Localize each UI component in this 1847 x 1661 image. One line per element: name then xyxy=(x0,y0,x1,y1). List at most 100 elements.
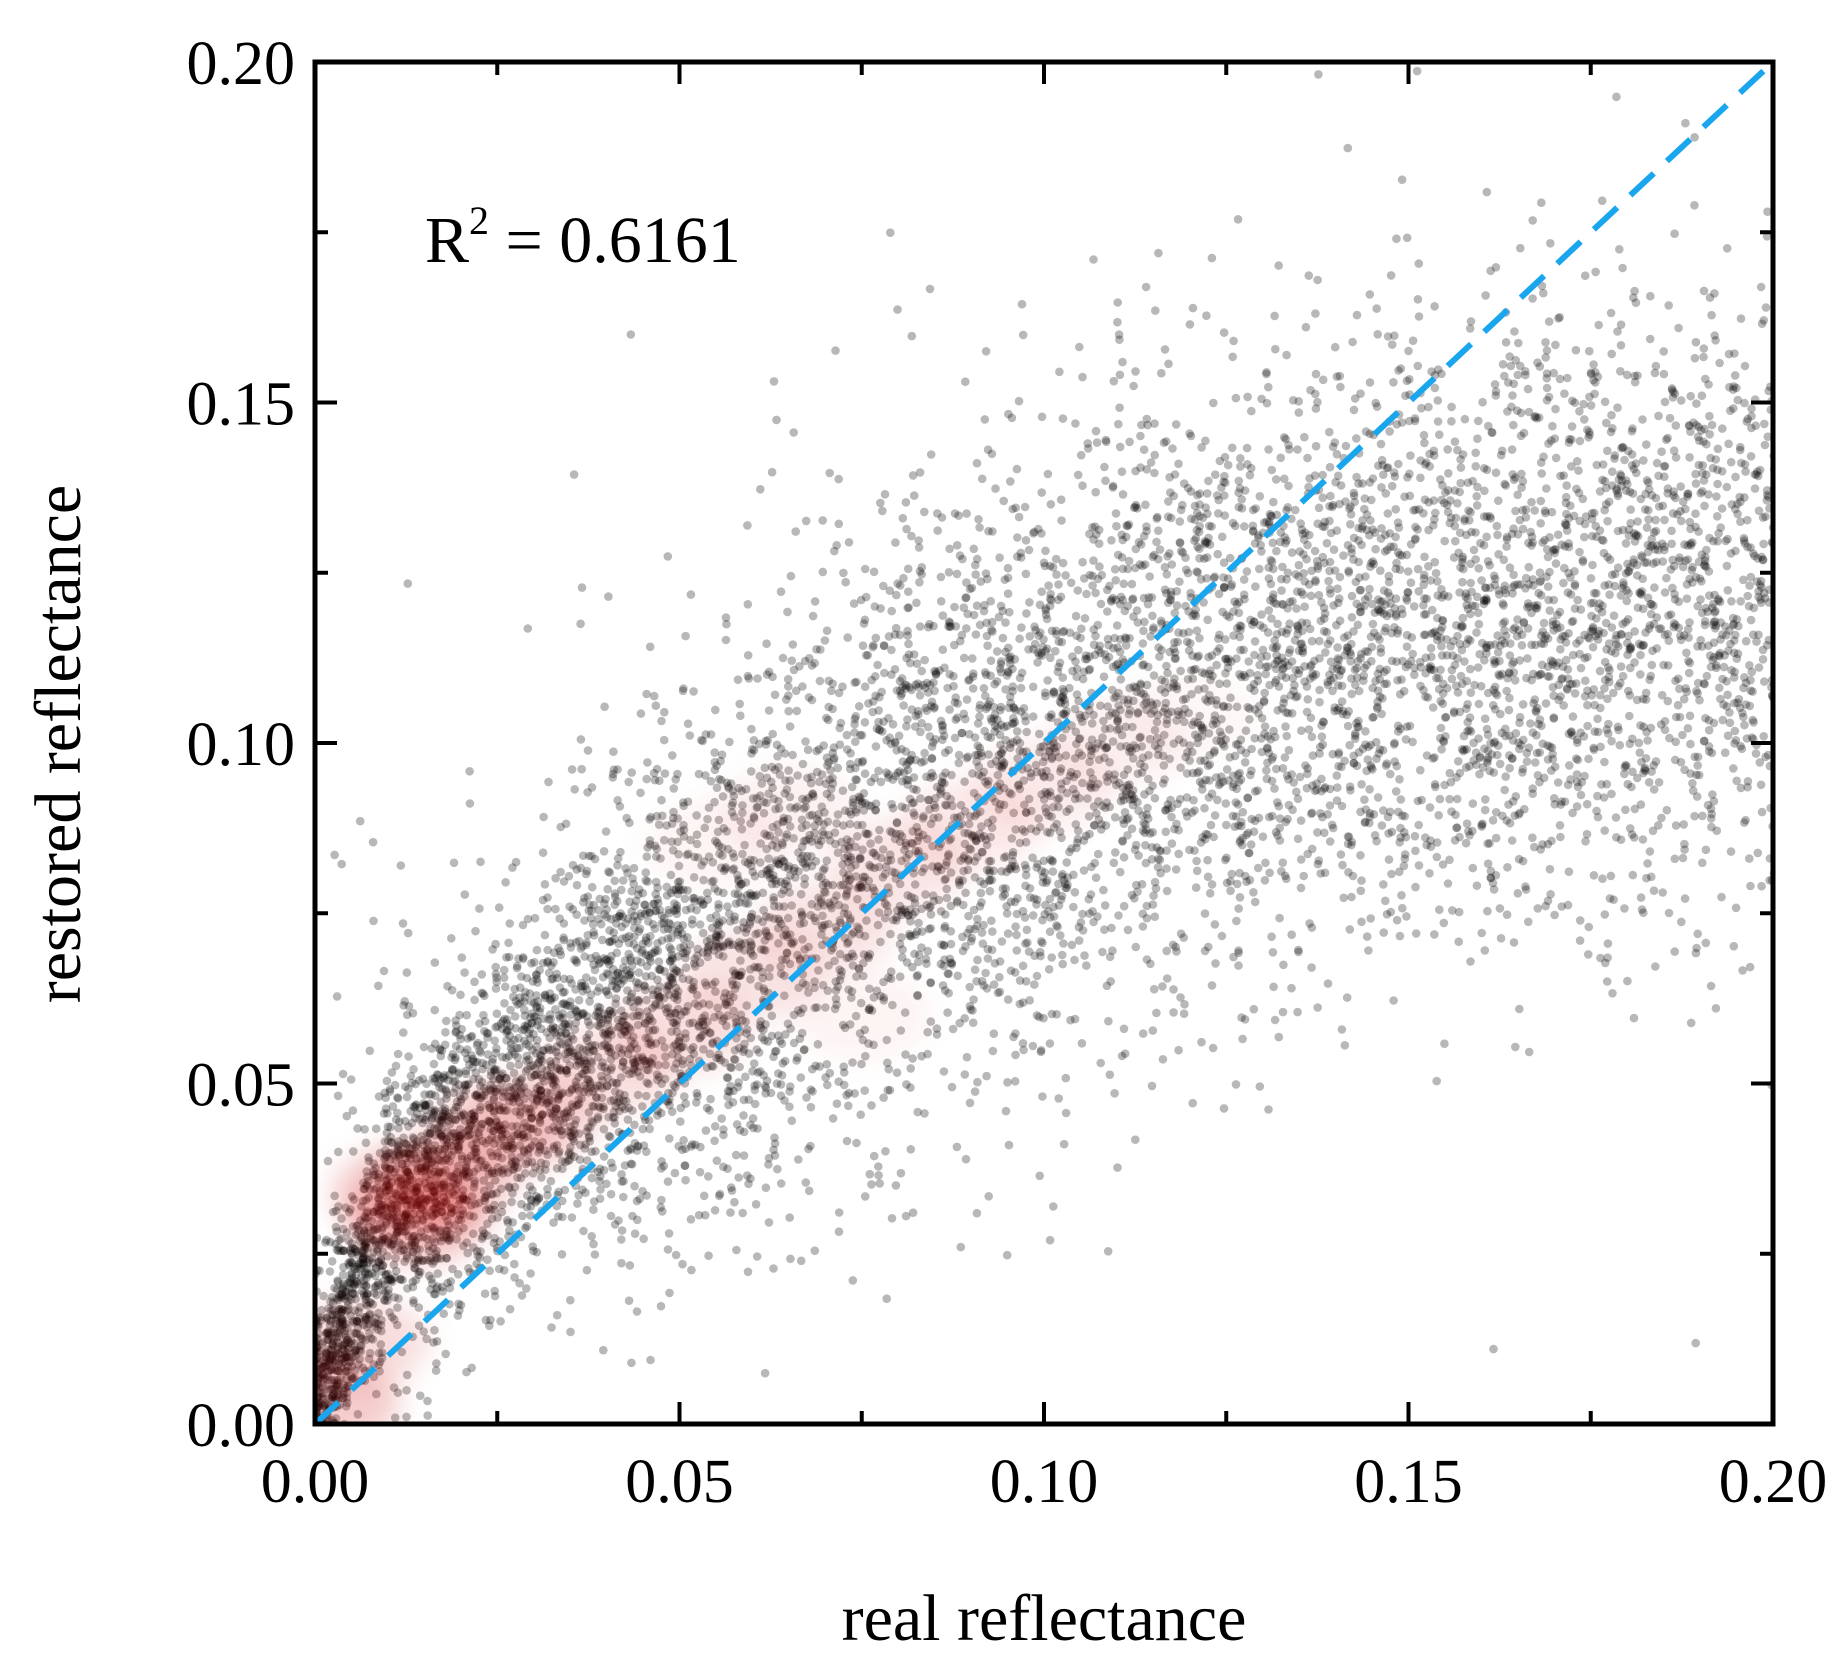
scatter-point xyxy=(901,498,911,507)
scatter-point xyxy=(477,970,487,979)
scatter-point xyxy=(1101,476,1110,486)
scatter-point xyxy=(1802,501,1811,510)
scatter-point xyxy=(382,1292,392,1301)
scatter-point xyxy=(1306,385,1315,395)
scatter-point xyxy=(1119,853,1129,862)
scatter-point xyxy=(334,1147,343,1157)
scatter-point xyxy=(747,724,756,734)
scatter-point xyxy=(1786,611,1795,620)
scatter-point xyxy=(938,611,948,620)
scatter-point xyxy=(605,1006,614,1016)
scatter-point xyxy=(1777,834,1786,843)
scatter-point xyxy=(936,959,946,969)
scatter-point xyxy=(335,1235,344,1245)
scatter-point xyxy=(879,1093,888,1102)
scatter-point xyxy=(1263,628,1273,637)
scatter-point xyxy=(968,769,977,778)
scatter-point xyxy=(1255,492,1265,501)
scatter-point xyxy=(491,969,501,979)
scatter-point xyxy=(1055,697,1065,706)
scatter-point xyxy=(1271,643,1281,653)
scatter-point xyxy=(1272,764,1281,774)
scatter-point xyxy=(915,622,925,631)
scatter-point xyxy=(1240,522,1249,531)
scatter-point xyxy=(457,953,467,962)
scatter-point xyxy=(1579,399,1588,409)
scatter-point xyxy=(442,1016,451,1026)
scatter-point xyxy=(1748,715,1758,725)
scatter-point xyxy=(1414,259,1424,268)
scatter-point xyxy=(470,977,479,987)
scatter-point xyxy=(1581,512,1591,521)
scatter-point xyxy=(1546,656,1556,665)
scatter-point xyxy=(734,1173,743,1182)
scatter-point xyxy=(1596,690,1605,700)
scatter-point xyxy=(1127,890,1137,900)
scatter-point xyxy=(1021,977,1031,986)
scatter-point xyxy=(1022,925,1032,935)
scatter-point xyxy=(1702,671,1712,681)
scatter-point xyxy=(1636,893,1646,902)
scatter-point xyxy=(1534,719,1543,729)
scatter-point xyxy=(1296,519,1305,528)
scatter-point xyxy=(1219,558,1229,567)
scatter-point xyxy=(1580,692,1590,701)
scatter-point xyxy=(507,1197,516,1207)
scatter-point xyxy=(733,675,743,684)
scatter-point xyxy=(1568,712,1578,721)
scatter-point xyxy=(1078,481,1087,491)
scatter-point xyxy=(1212,660,1221,670)
scatter-point xyxy=(676,1117,685,1126)
scatter-point xyxy=(923,946,933,956)
scatter-point xyxy=(1549,595,1559,605)
scatter-point xyxy=(1234,961,1243,970)
scatter-point xyxy=(1797,580,1806,589)
scatter-point xyxy=(1780,288,1789,297)
scatter-point xyxy=(871,633,881,643)
scatter-point xyxy=(839,568,848,578)
scatter-point xyxy=(1032,971,1042,981)
scatter-point xyxy=(1503,407,1512,416)
scatter-point xyxy=(1448,906,1457,915)
scatter-point xyxy=(1115,867,1125,877)
scatter-point xyxy=(1724,439,1733,449)
scatter-point xyxy=(1786,219,1795,228)
scatter-point xyxy=(1793,714,1802,723)
scatter-point xyxy=(1693,678,1703,688)
scatter-point xyxy=(635,924,645,934)
scatter-point xyxy=(732,1245,741,1255)
scatter-point xyxy=(1329,601,1338,610)
scatter-point xyxy=(1056,592,1066,602)
scatter-point xyxy=(1048,563,1058,572)
scatter-point xyxy=(1204,476,1213,486)
scatter-point xyxy=(1609,611,1619,620)
scatter-point xyxy=(1482,465,1492,475)
scatter-point xyxy=(1792,563,1801,572)
scatter-point xyxy=(849,599,859,608)
scatter-point xyxy=(1707,420,1717,430)
scatter-point xyxy=(1794,793,1803,802)
scatter-point xyxy=(1120,606,1130,616)
scatter-point xyxy=(1790,634,1799,643)
scatter-point xyxy=(1184,607,1193,616)
scatter-point xyxy=(908,1054,917,1063)
scatter-point xyxy=(613,796,622,805)
scatter-point xyxy=(317,1429,326,1438)
scatter-point xyxy=(523,1065,532,1074)
scatter-point xyxy=(1309,672,1318,681)
scatter-point xyxy=(663,1177,673,1186)
scatter-point xyxy=(1481,291,1490,300)
scatter-point xyxy=(650,775,660,785)
scatter-point xyxy=(1049,1202,1058,1211)
scatter-point xyxy=(1430,383,1440,393)
scatter-point xyxy=(1357,780,1366,789)
scatter-point xyxy=(721,635,731,645)
scatter-point xyxy=(430,1005,440,1015)
scatter-point xyxy=(1800,742,1809,751)
scatter-point xyxy=(1325,801,1335,810)
scatter-point xyxy=(1440,1039,1449,1048)
scatter-point xyxy=(1801,676,1810,685)
scatter-point xyxy=(1212,647,1222,656)
scatter-point xyxy=(1116,675,1126,684)
scatter-point xyxy=(1357,876,1366,885)
